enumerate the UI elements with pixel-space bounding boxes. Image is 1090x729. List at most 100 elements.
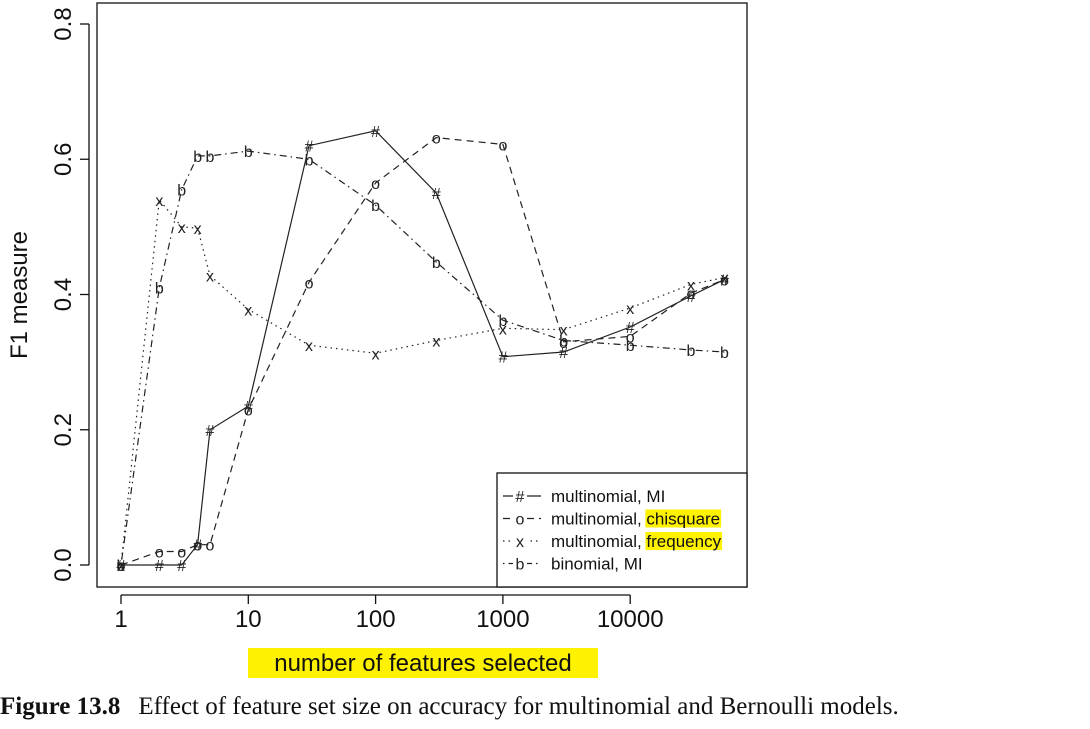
legend-label-prefix: multinomial, bbox=[551, 510, 646, 529]
data-point-marker: b bbox=[626, 338, 635, 355]
y-tick-label: 0.2 bbox=[50, 413, 77, 446]
data-point-marker: b bbox=[371, 198, 380, 215]
x-tick-label: 1000 bbox=[476, 606, 529, 633]
data-point-marker: b bbox=[432, 255, 441, 272]
data-point-marker: # bbox=[720, 273, 729, 290]
y-tick-label: 0.8 bbox=[50, 7, 77, 40]
x-axis-title-highlight bbox=[248, 648, 598, 678]
legend-highlight bbox=[645, 509, 722, 528]
y-tick-label: 0.6 bbox=[50, 143, 77, 176]
data-point-marker: x bbox=[432, 333, 440, 350]
legend: # multinomial, MI o multinomial, chisquare x… bbox=[496, 472, 748, 588]
data-point-marker: x bbox=[244, 302, 252, 319]
data-point-marker: # bbox=[432, 186, 441, 203]
figure-caption-text: Effect of feature set size on accuracy f… bbox=[138, 693, 899, 720]
data-point-marker: x bbox=[499, 321, 507, 338]
data-point-marker: # bbox=[155, 558, 164, 575]
data-point-marker: x bbox=[687, 277, 695, 294]
data-point-marker: # bbox=[686, 289, 695, 306]
data-point-marker: # bbox=[177, 558, 186, 575]
plot-frame bbox=[96, 2, 748, 588]
data-point-marker: x bbox=[117, 558, 125, 575]
series-line bbox=[120, 198, 725, 566]
data-point-marker: b bbox=[244, 144, 253, 161]
data-point-marker: o bbox=[206, 538, 215, 555]
data-point-marker: b bbox=[559, 333, 568, 350]
data-point-marker: o bbox=[720, 273, 729, 290]
legend-label-term: MI bbox=[624, 555, 643, 574]
data-point-marker: x bbox=[560, 323, 568, 340]
data-point-marker: # bbox=[193, 538, 202, 555]
legend-marker: # bbox=[516, 489, 525, 506]
data-point-marker: o bbox=[559, 335, 568, 352]
y-axis-title: F1 measure bbox=[6, 231, 33, 359]
legend-entry: b binomial, MI bbox=[503, 555, 643, 574]
data-point-marker: o bbox=[155, 544, 164, 561]
series-line bbox=[120, 150, 725, 566]
data-point-marker: x bbox=[626, 301, 634, 318]
data-point-marker: # bbox=[117, 558, 126, 575]
legend-entry: x multinomial, frequency bbox=[503, 532, 723, 551]
data-point-marker: x bbox=[178, 220, 186, 237]
data-point-marker: o bbox=[626, 329, 635, 346]
figure-caption-label: Figure 13.8 bbox=[0, 693, 121, 720]
legend-marker-bg bbox=[513, 488, 527, 504]
legend-label: binomial, MI bbox=[551, 555, 643, 574]
data-point-marker: b bbox=[720, 345, 729, 362]
data-point-marker: x bbox=[194, 221, 202, 238]
y-tick-label: 0.0 bbox=[50, 548, 77, 581]
data-point-marker: x bbox=[155, 193, 163, 210]
figure-caption: Figure 13.8 Effect of feature set size on… bbox=[0, 693, 1090, 725]
axes-layer: 1 10 100 1000 10000 0.0 0.2 0.4 0.6 0.8 bbox=[50, 7, 664, 633]
legend-label: multinomial, MI bbox=[551, 487, 665, 506]
series-line bbox=[121, 130, 725, 566]
data-point-marker: b bbox=[206, 149, 215, 166]
legend-entry: # multinomial, MI bbox=[503, 487, 665, 506]
x-tick-label: 10 bbox=[235, 606, 262, 633]
data-point-marker: # bbox=[498, 350, 507, 367]
data-point-marker: x bbox=[305, 338, 313, 355]
data-point-marker: o bbox=[305, 275, 314, 292]
data-point-marker: b bbox=[686, 343, 695, 360]
data-point-marker: o bbox=[432, 131, 441, 148]
data-point-marker: x bbox=[720, 271, 728, 288]
highlight-layer bbox=[248, 648, 598, 678]
legend-marker: o bbox=[516, 512, 525, 529]
legend-marker-bg bbox=[513, 555, 527, 572]
legend-label: multinomial, chisquare bbox=[551, 510, 720, 529]
legend-label-prefix: multinomial, bbox=[551, 532, 646, 551]
data-point-marker: b bbox=[305, 152, 314, 169]
data-point-marker: x bbox=[206, 269, 214, 286]
legend-entry: o multinomial, chisquare bbox=[503, 509, 722, 529]
legend-highlight bbox=[645, 532, 723, 550]
legend-label-term: chisquare bbox=[646, 510, 720, 529]
x-tick-label: 100 bbox=[356, 606, 396, 633]
legend-marker-bg bbox=[513, 510, 527, 527]
data-point-marker: x bbox=[372, 346, 380, 363]
data-point-marker: o bbox=[117, 558, 126, 575]
y-tick-label: 0.4 bbox=[50, 278, 77, 311]
series-0: # # # # # # # # # # # # # # bbox=[117, 124, 729, 575]
data-point-marker: # bbox=[626, 320, 635, 337]
data-point-marker: b bbox=[177, 183, 186, 200]
data-point-marker: o bbox=[193, 538, 202, 555]
series-line bbox=[120, 136, 725, 566]
legend-label-prefix: binomial, bbox=[551, 555, 624, 574]
data-point-marker: # bbox=[244, 399, 253, 416]
legend-label-prefix: multinomial, bbox=[551, 487, 646, 506]
data-point-marker: # bbox=[559, 345, 568, 362]
legend-marker: b bbox=[516, 557, 525, 574]
data-point-marker: o bbox=[686, 286, 695, 303]
data-point-marker: o bbox=[244, 402, 253, 419]
legend-marker: x bbox=[516, 534, 524, 551]
data-point-marker: b bbox=[117, 558, 126, 575]
legend-label-term: frequency bbox=[646, 532, 721, 551]
data-point-marker: # bbox=[305, 139, 314, 156]
legend-label-term: MI bbox=[646, 487, 665, 506]
data-point-marker: # bbox=[371, 124, 380, 141]
